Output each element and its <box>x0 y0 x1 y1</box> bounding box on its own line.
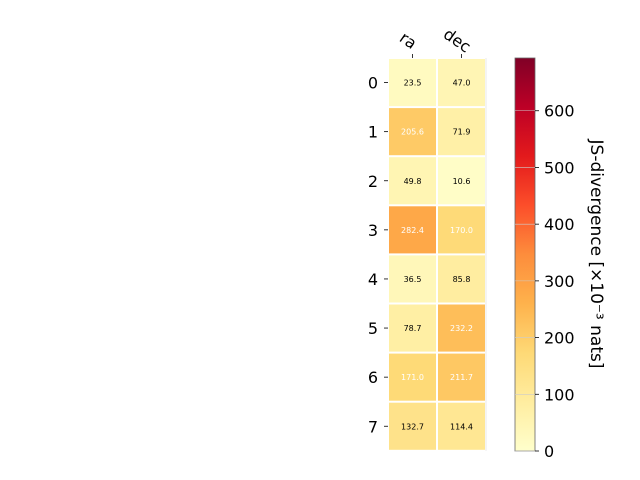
colorbar-tick-label: 300 <box>544 272 575 291</box>
row-label: 4 <box>368 270 378 289</box>
heatmap-cell <box>438 255 485 303</box>
heatmap-cell <box>389 402 436 450</box>
row-label: 7 <box>368 417 378 436</box>
heatmap-cells: 23.5 47.0 205.6 71.9 49.8 10.6 282.4 170.0 36.5 8… <box>389 58 487 451</box>
heatmap-cell <box>389 206 436 254</box>
heatmap-cell <box>438 402 485 450</box>
colorbar-tick-label: 500 <box>544 158 575 177</box>
heatmap-cell <box>438 206 485 254</box>
colorbar: 0 100 200 300 400 500 600 JS-divergence [×10⁻³… <box>514 57 606 461</box>
colorbar-gradient <box>514 57 536 452</box>
heatmap-cell <box>438 157 485 205</box>
row-label: 1 <box>368 123 378 142</box>
cell-value-label: 282.4 <box>401 226 424 235</box>
heatmap-cell <box>389 108 436 156</box>
cell-value-label: 23.5 <box>404 79 422 88</box>
cell-value-label: 170.0 <box>450 226 473 235</box>
cell-value-label: 232.2 <box>450 324 473 333</box>
column-labels: ra dec <box>396 24 474 58</box>
column-label: dec <box>440 24 474 56</box>
heatmap-cell <box>438 353 485 401</box>
colorbar-tick-label: 600 <box>544 102 575 121</box>
heatmap-cell <box>438 108 485 156</box>
colorbar-ticks: 0 100 200 300 400 500 600 <box>515 102 575 461</box>
cell-value-label: 171.0 <box>401 373 424 382</box>
colorbar-tick-label: 0 <box>544 442 554 461</box>
heatmap-cell <box>389 304 436 352</box>
cell-value-label: 205.6 <box>401 128 424 137</box>
heatmap-cell <box>438 59 485 107</box>
cell-value-label: 10.6 <box>453 177 471 186</box>
row-label: 3 <box>368 221 378 240</box>
heatmap-cell <box>389 353 436 401</box>
cell-value-label: 47.0 <box>453 79 471 88</box>
cell-value-label: 71.9 <box>453 128 471 137</box>
column-label: ra <box>396 28 420 53</box>
cell-value-label: 85.8 <box>453 275 471 284</box>
heatmap-cell <box>389 59 436 107</box>
row-label: 5 <box>368 319 378 338</box>
row-label: 2 <box>368 172 378 191</box>
colorbar-label: JS-divergence [×10⁻³ nats] <box>586 139 606 369</box>
row-label: 6 <box>368 368 378 387</box>
cell-value-label: 49.8 <box>404 177 422 186</box>
colorbar-tick-label: 400 <box>544 215 575 234</box>
colorbar-tick-label: 200 <box>544 329 575 348</box>
row-label: 0 <box>368 74 378 93</box>
cell-value-label: 78.7 <box>404 324 422 333</box>
heatmap-cell <box>389 255 436 303</box>
cell-value-label: 114.4 <box>450 422 473 431</box>
cell-value-label: 132.7 <box>401 422 424 431</box>
heatmap-cell <box>438 304 485 352</box>
cell-value-label: 36.5 <box>404 275 422 284</box>
colorbar-tick-label: 100 <box>544 385 575 404</box>
row-labels: 0 1 2 3 4 5 6 7 <box>368 74 388 436</box>
cell-value-label: 211.7 <box>450 373 473 382</box>
heatmap-cell <box>389 157 436 205</box>
